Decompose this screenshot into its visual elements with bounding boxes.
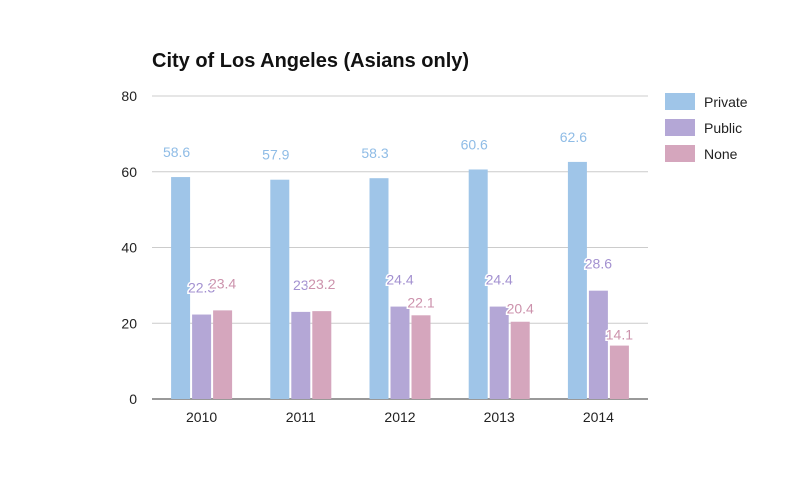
x-tick-label: 2011: [286, 409, 316, 425]
legend-label-private: Private: [704, 94, 748, 110]
bar-none-2014: [609, 345, 629, 399]
bar-none-2010: [213, 310, 233, 399]
data-label-public-2012: 24.4: [386, 272, 413, 288]
bar-private-2010: [171, 177, 191, 399]
y-tick-label: 0: [129, 391, 137, 407]
bar-public-2013: [489, 306, 509, 399]
data-label-private-2010: 58.6: [163, 144, 190, 160]
bars: [171, 161, 629, 399]
legend-swatch-public: [665, 119, 695, 136]
legend-label-public: Public: [704, 120, 742, 136]
bar-none-2012: [411, 315, 431, 399]
data-label-public-2014: 28.6: [585, 256, 612, 272]
data-label-none-2012: 22.1: [407, 294, 434, 310]
legend-swatch-private: [665, 93, 695, 110]
bar-none-2011: [312, 311, 332, 399]
data-label-private-2014: 62.6: [560, 129, 587, 145]
x-tick-label: 2013: [484, 409, 515, 425]
bar-private-2011: [270, 179, 290, 399]
bar-private-2014: [567, 161, 587, 399]
legend-label-none: None: [704, 146, 738, 162]
bar-public-2010: [192, 314, 212, 399]
data-label-private-2013: 60.6: [461, 136, 488, 152]
bar-public-2011: [291, 311, 311, 399]
data-label-private-2011: 57.9: [262, 147, 289, 163]
chart-title: City of Los Angeles (Asians only): [152, 50, 469, 72]
y-axis-labels: 0 20 40 60 80: [121, 88, 137, 407]
data-label-none-2013: 20.4: [507, 301, 534, 317]
data-label-none-2014: 14.1: [606, 327, 633, 343]
bar-public-2014: [588, 290, 608, 399]
gridlines: [152, 95, 648, 400]
data-label-public-2011: 23: [293, 277, 309, 293]
bar-private-2013: [468, 169, 488, 399]
data-label-public-2013: 24.4: [486, 272, 513, 288]
data-label-public-2010: 22.3: [188, 280, 215, 296]
x-tick-label: 2012: [384, 409, 415, 425]
bar-none-2013: [510, 321, 530, 399]
y-tick-label: 20: [121, 315, 137, 331]
legend: Private Public None: [665, 93, 748, 162]
y-tick-label: 40: [121, 240, 137, 256]
legend-swatch-none: [665, 145, 695, 162]
x-tick-label: 2010: [186, 409, 217, 425]
bar-private-2012: [369, 178, 389, 399]
data-label-none-2011: 23.2: [308, 276, 335, 292]
data-labels: 58.6 22.323.4 57.9 23 23.2 58.3 24.4 22.1 60.6 24…: [161, 127, 634, 344]
y-tick-label: 80: [121, 88, 137, 104]
bar-public-2012: [390, 306, 410, 399]
x-tick-label: 2014: [583, 409, 614, 425]
data-label-private-2012: 58.3: [361, 145, 388, 161]
data-label-none-2010: 23.4: [209, 275, 236, 291]
y-tick-label: 60: [121, 164, 137, 180]
x-axis-labels: 2010 2011 2012 2013 2014: [186, 409, 614, 425]
